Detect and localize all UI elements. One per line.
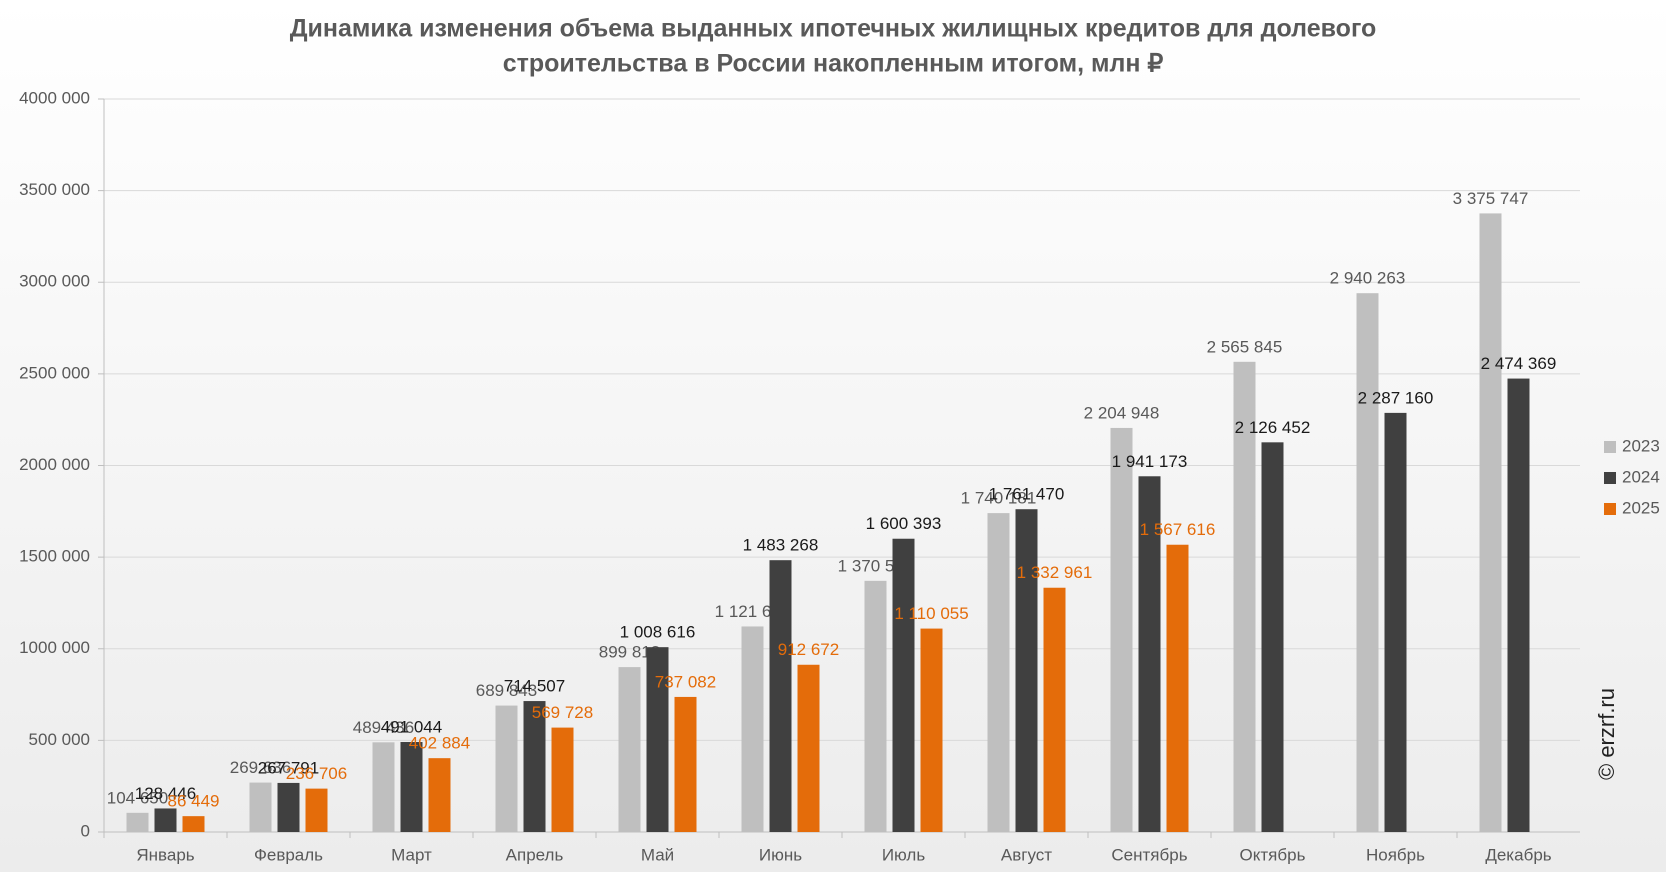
data-label: 1 483 268 (743, 536, 819, 555)
data-label: 912 672 (778, 640, 839, 659)
x-tick-label: Август (1001, 845, 1052, 864)
x-tick-label: Март (391, 845, 432, 864)
bar (1166, 544, 1189, 832)
legend-swatch (1604, 441, 1616, 453)
data-label: 2 287 160 (1358, 388, 1434, 407)
data-label: 689 843 (476, 681, 537, 700)
data-label: 1 110 055 (894, 604, 968, 623)
legend-label: 2024 (1622, 467, 1660, 486)
data-label: 86 449 (168, 792, 220, 811)
data-label: 1 567 616 (1140, 520, 1216, 539)
y-tick-label: 3500 000 (19, 180, 90, 199)
data-label: 267 791 (258, 758, 319, 777)
x-tick-label: Октябрь (1240, 845, 1306, 864)
watermark: © erzrf.ru (1594, 688, 1619, 780)
x-tick-label: Апрель (506, 845, 564, 864)
data-label: 1 008 616 (620, 623, 696, 642)
bar (249, 782, 272, 832)
bar (305, 788, 328, 832)
bar (495, 705, 518, 832)
data-label: 1 740 181 (961, 489, 1037, 508)
bar (1507, 378, 1530, 832)
data-label: 236 706 (286, 764, 347, 783)
bar (277, 782, 300, 832)
x-tick-label: Сентябрь (1111, 845, 1187, 864)
bar (182, 816, 205, 832)
bar (618, 667, 641, 832)
chart-title: Динамика изменения объема выданных ипоте… (290, 15, 1377, 43)
x-tick-label: Январь (136, 845, 194, 864)
bar (523, 701, 546, 832)
y-tick-label: 1500 000 (19, 547, 90, 566)
data-label: 104 650 (107, 788, 168, 807)
data-label: 1 600 393 (866, 514, 942, 533)
data-label: 2 474 369 (1481, 354, 1557, 373)
data-label: 2 204 948 (1084, 403, 1160, 422)
bar (372, 742, 395, 832)
bar (1356, 293, 1379, 833)
bar (1479, 213, 1502, 833)
data-label: 899 818 (599, 643, 660, 662)
bar (428, 758, 451, 832)
bar (769, 560, 792, 832)
x-tick-label: Февраль (254, 845, 323, 864)
legend-swatch (1604, 472, 1616, 484)
data-label: 569 728 (532, 703, 593, 722)
y-tick-label: 1000 000 (19, 638, 90, 657)
y-tick-label: 3000 000 (19, 272, 90, 291)
data-label: 2 565 845 (1207, 337, 1283, 356)
bar (864, 580, 887, 832)
bar (1015, 509, 1038, 832)
bar (741, 626, 764, 832)
legend-swatch (1604, 503, 1616, 515)
bar (892, 538, 915, 832)
bar (646, 647, 669, 832)
bar (797, 664, 820, 832)
bar (920, 628, 943, 832)
chart-title: строительства в России накопленным итого… (503, 50, 1164, 78)
data-label: 1 332 961 (1017, 563, 1093, 582)
bar (154, 808, 177, 832)
data-label: 269 636 (230, 758, 291, 777)
x-tick-label: Май (641, 845, 674, 864)
bar (1261, 442, 1284, 832)
data-label: 491 044 (381, 718, 442, 737)
data-label: 1 761 470 (989, 485, 1065, 504)
bar (126, 812, 149, 832)
y-tick-label: 2000 000 (19, 455, 90, 474)
legend-label: 2025 (1622, 498, 1660, 517)
data-label: 2 126 452 (1235, 418, 1311, 437)
data-label: 737 082 (655, 672, 716, 691)
bar (1384, 412, 1407, 832)
x-tick-label: Декабрь (1485, 845, 1551, 864)
bar (1043, 587, 1066, 832)
bar (551, 727, 574, 832)
bar (1138, 476, 1161, 832)
bar (400, 742, 423, 832)
data-label: 128 446 (135, 784, 196, 803)
x-tick-label: Июль (882, 845, 926, 864)
bar (1110, 427, 1133, 832)
bar (987, 513, 1010, 832)
y-tick-label: 4000 000 (19, 88, 90, 107)
data-label: 2 940 263 (1330, 269, 1406, 288)
data-label: 1 941 173 (1112, 452, 1188, 471)
data-label: 714 507 (504, 677, 565, 696)
bar (1233, 361, 1256, 832)
y-tick-label: 500 000 (29, 730, 90, 749)
data-label: 489 436 (353, 718, 414, 737)
data-label: 3 375 747 (1453, 189, 1529, 208)
data-label: 402 884 (409, 734, 470, 753)
x-tick-label: Июнь (759, 845, 802, 864)
x-tick-label: Ноябрь (1366, 845, 1425, 864)
y-tick-label: 0 (81, 821, 90, 840)
y-tick-label: 2500 000 (19, 363, 90, 382)
bar (674, 696, 697, 832)
legend-label: 2023 (1622, 436, 1660, 455)
